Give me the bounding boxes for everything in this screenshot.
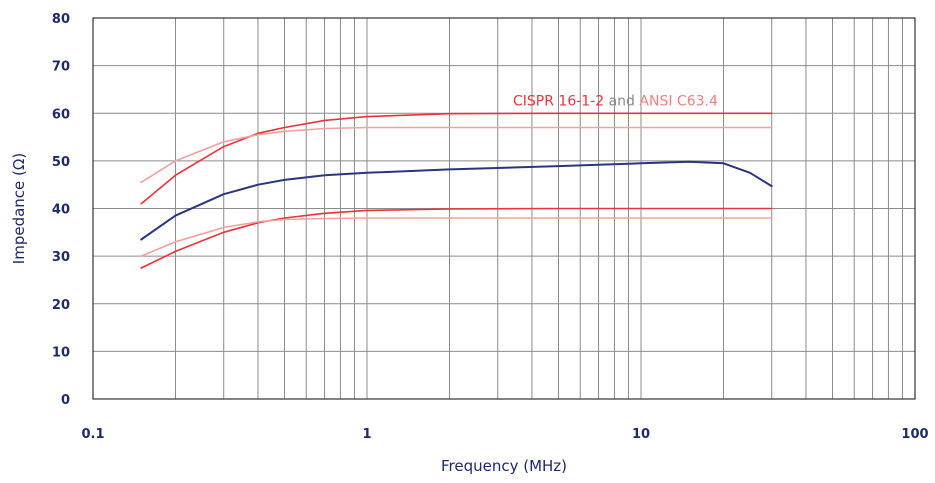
- legend: CISPR 16-1-2 and ANSI C63.4: [513, 93, 718, 109]
- legend-part-1: and: [604, 93, 639, 109]
- y-tick-label: 50: [52, 155, 70, 170]
- y-tick-label: 60: [52, 107, 70, 122]
- series-line-1: [140, 112, 773, 205]
- plot-frame: [92, 17, 916, 400]
- y-tick-label: 80: [52, 12, 70, 27]
- y-axis-label: Impedance (Ω): [10, 153, 28, 264]
- y-tick-label: 10: [52, 345, 70, 360]
- x-tick-label: 1: [362, 427, 371, 442]
- series-line-0: [140, 160, 773, 241]
- x-tick-label: 10: [632, 427, 650, 442]
- x-tick-label: 100: [901, 427, 928, 442]
- y-tick-label: 30: [52, 250, 70, 265]
- x-axis-label: Frequency (MHz): [441, 457, 567, 475]
- x-tick-label: 0.1: [81, 427, 104, 442]
- y-tick-label: 70: [52, 60, 70, 75]
- legend-part-0: CISPR 16-1-2: [513, 93, 604, 109]
- y-tick-labels: 0 10 20 30 40 50 60 70 80: [52, 12, 70, 408]
- y-tick-label: 0: [61, 393, 70, 408]
- series-line-4: [140, 217, 773, 257]
- legend-part-2: ANSI C63.4: [639, 93, 718, 109]
- y-tick-label: 40: [52, 203, 70, 218]
- series-group: [140, 112, 773, 269]
- series-line-3: [140, 126, 773, 184]
- y-tick-label: 20: [52, 298, 70, 313]
- series-line-2: [140, 207, 773, 269]
- x-tick-labels: 0.1 1 10 100: [81, 427, 928, 442]
